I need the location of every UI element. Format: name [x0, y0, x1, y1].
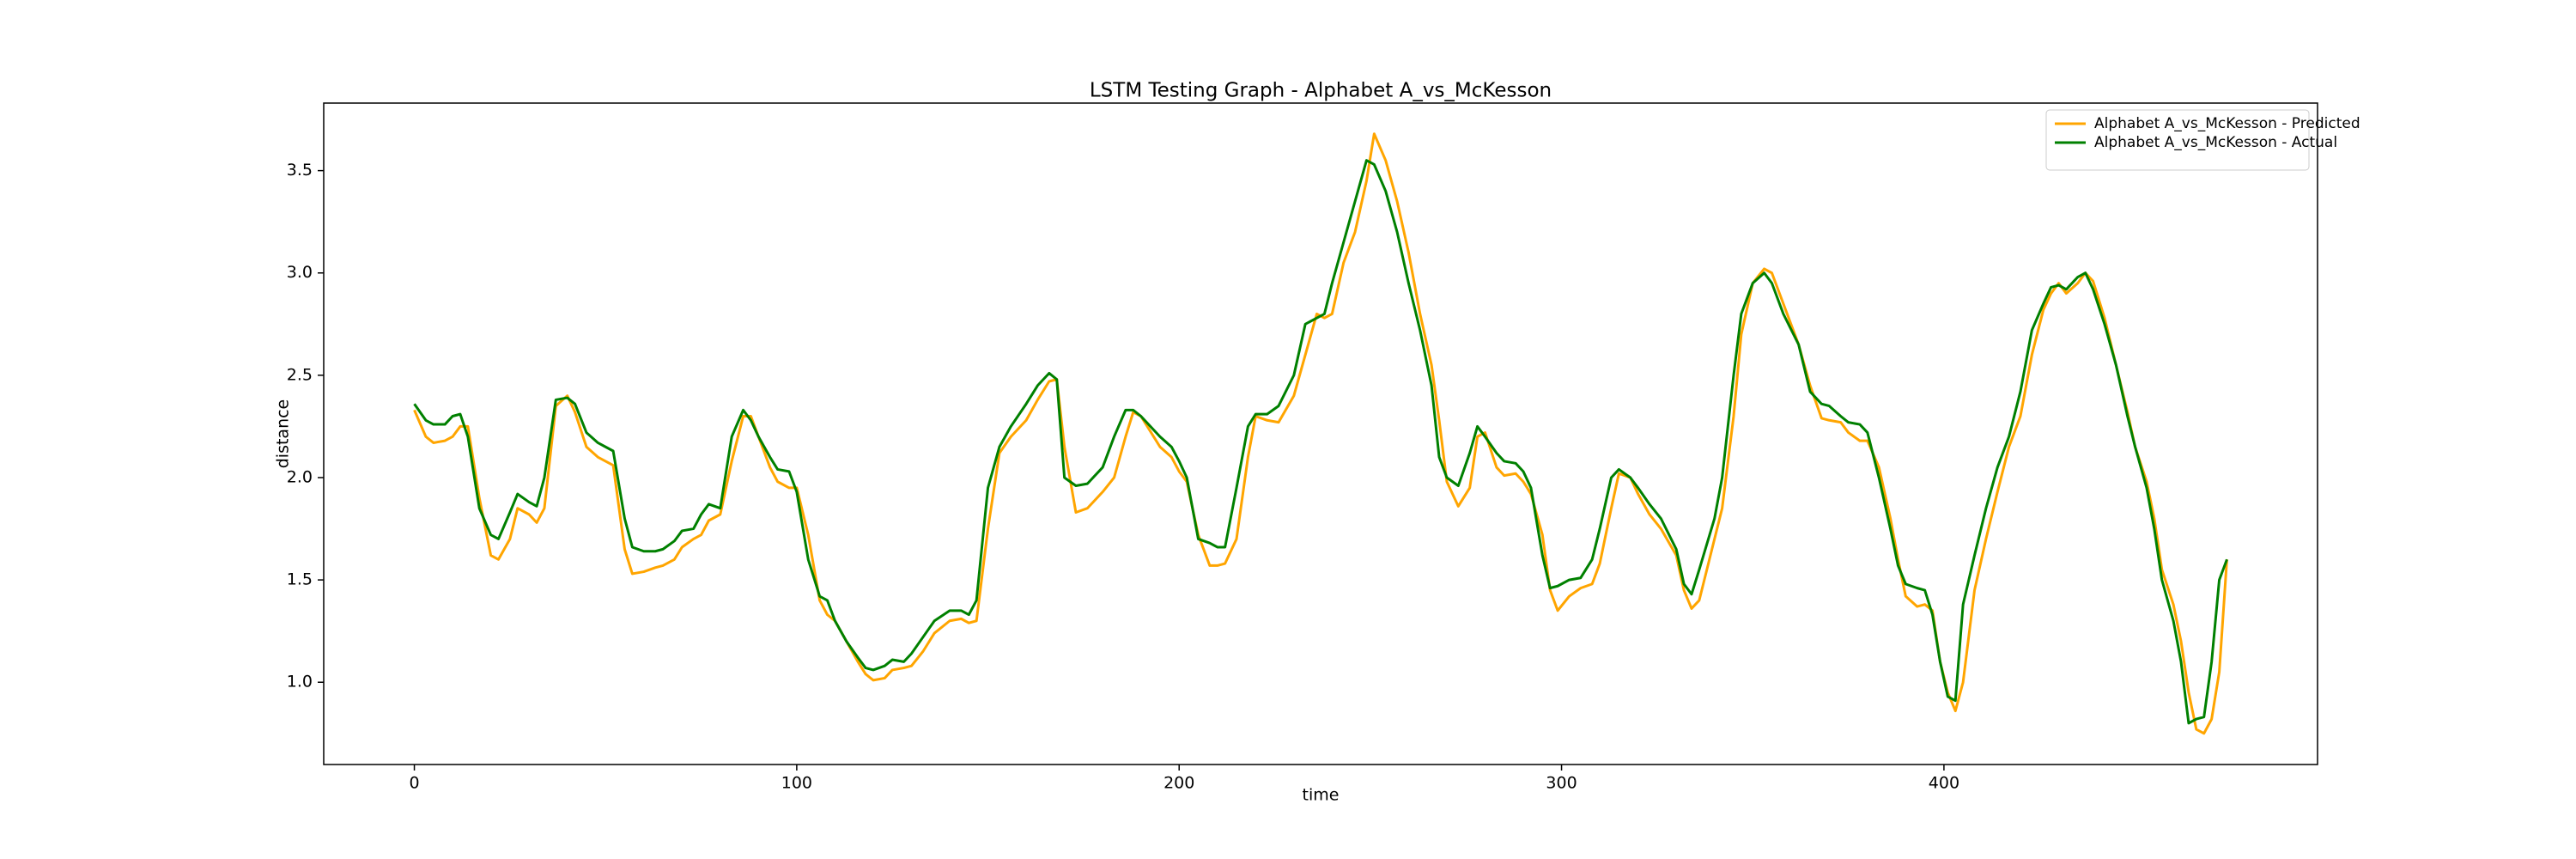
legend-label: Alphabet A_vs_McKesson - Predicted: [2094, 115, 2360, 132]
y-tick-label: 2.0: [287, 467, 313, 486]
x-tick-label: 300: [1546, 774, 1577, 793]
legend-box: [2045, 109, 2310, 171]
legend-label: Alphabet A_vs_McKesson - Actual: [2094, 134, 2337, 151]
x-axis-label: time: [1303, 786, 1340, 805]
plot-frame: [323, 102, 2318, 765]
data-line: [413, 159, 2228, 725]
y-tick-label: 3.5: [287, 161, 313, 180]
chart-title: LSTM Testing Graph - Alphabet A_vs_McKes…: [1090, 80, 1552, 102]
data-line: [413, 132, 2228, 735]
y-tick-label: 1.0: [287, 673, 313, 691]
x-tick-label: 200: [1163, 774, 1194, 793]
x-tick-label: 100: [781, 774, 812, 793]
x-tick-label: 0: [409, 774, 419, 793]
y-tick-label: 1.5: [287, 570, 313, 589]
y-axis-label: distance: [274, 399, 293, 469]
y-tick-label: 3.0: [287, 263, 313, 282]
y-tick-label: 2.5: [287, 365, 313, 384]
x-tick-label: 400: [1929, 774, 1959, 793]
